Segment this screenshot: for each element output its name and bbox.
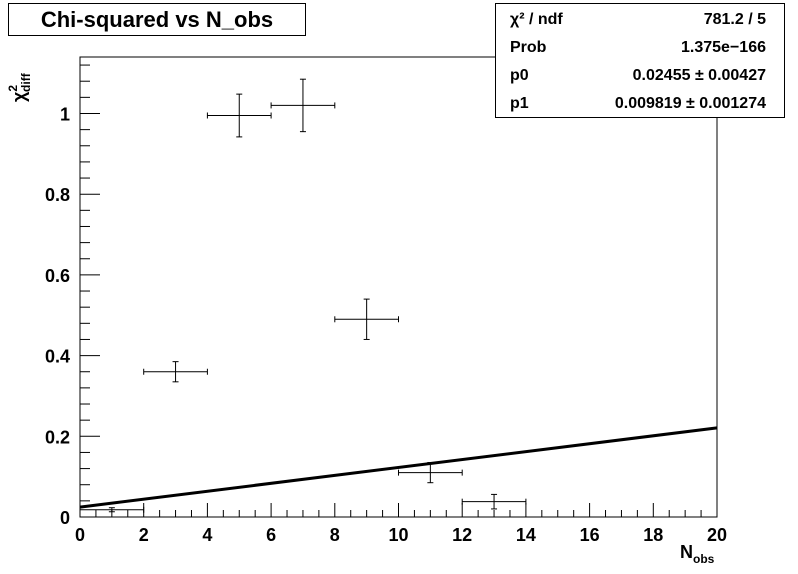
x-tick-labels: 0 2 4 6 8 10 12 14 16 18 20: [75, 525, 727, 545]
data-point: [461, 493, 527, 510]
data-point: [143, 361, 208, 383]
y-axis-title: χ2diff: [6, 72, 33, 102]
x-tick-label: 0: [75, 525, 85, 545]
x-tick-label: 16: [580, 525, 600, 545]
data-point: [206, 93, 272, 138]
stats-label: p0: [510, 67, 529, 84]
stats-row-chi2: χ² / ndf 781.2 / 5: [496, 6, 784, 34]
y-tick-label: 0.6: [45, 266, 70, 286]
x-tick-label: 2: [139, 525, 149, 545]
y-tick-labels: 0 0.2 0.4 0.6 0.8 1: [45, 104, 70, 528]
stats-row-p1: p1 0.009819 ± 0.001274: [496, 90, 784, 118]
fit-stats-box: χ² / ndf 781.2 / 5 Prob 1.375e−166 p0 0.…: [495, 3, 785, 118]
stats-label: p1: [510, 95, 529, 112]
y-tick-label: 0.2: [45, 427, 70, 447]
stats-value: 0.009819 ± 0.001274: [614, 95, 766, 112]
chart-title-box: Chi-squared vs N_obs: [8, 3, 306, 36]
data-points: [79, 78, 527, 513]
x-tick-label: 18: [643, 525, 663, 545]
stats-label: χ² / ndf: [510, 11, 563, 28]
y-tick-label: 0.4: [45, 347, 70, 367]
y-axis-title-main: χ: [9, 91, 29, 102]
stats-label: Prob: [510, 39, 547, 56]
y-axis-title-sub: diff: [19, 72, 33, 92]
stats-value: 1.375e−166: [681, 39, 766, 56]
data-point: [398, 462, 463, 484]
fit-line-group: [79, 426, 718, 509]
x-axis-title: Nobs: [680, 542, 715, 566]
data-point: [270, 78, 336, 133]
x-tick-label: 12: [452, 525, 472, 545]
y-axis-title-sup: 2: [6, 85, 20, 92]
data-point: [79, 506, 145, 513]
stats-value: 781.2 / 5: [703, 11, 766, 28]
x-axis-title-main: N: [680, 542, 693, 562]
x-tick-label: 10: [388, 525, 408, 545]
data-point: [334, 298, 399, 340]
x-tick-label: 4: [202, 525, 212, 545]
y-tick-label: 0: [60, 508, 70, 528]
x-tick-label: 8: [330, 525, 340, 545]
x-tick-label: 14: [516, 525, 536, 545]
axis-ticks: [79, 64, 718, 518]
chart-title: Chi-squared vs N_obs: [40, 7, 274, 32]
x-axis-title-sub: obs: [693, 552, 715, 566]
stats-row-p0: p0 0.02455 ± 0.00427: [496, 62, 784, 90]
x-tick-label: 6: [266, 525, 276, 545]
plot-frame: [79, 56, 718, 518]
y-tick-label: 0.8: [45, 185, 70, 205]
fit-line: [79, 426, 718, 509]
stats-row-prob: Prob 1.375e−166: [496, 34, 784, 62]
stats-value: 0.02455 ± 0.00427: [632, 67, 766, 84]
x-tick-label: 20: [707, 525, 727, 545]
y-tick-label: 1: [60, 104, 70, 124]
